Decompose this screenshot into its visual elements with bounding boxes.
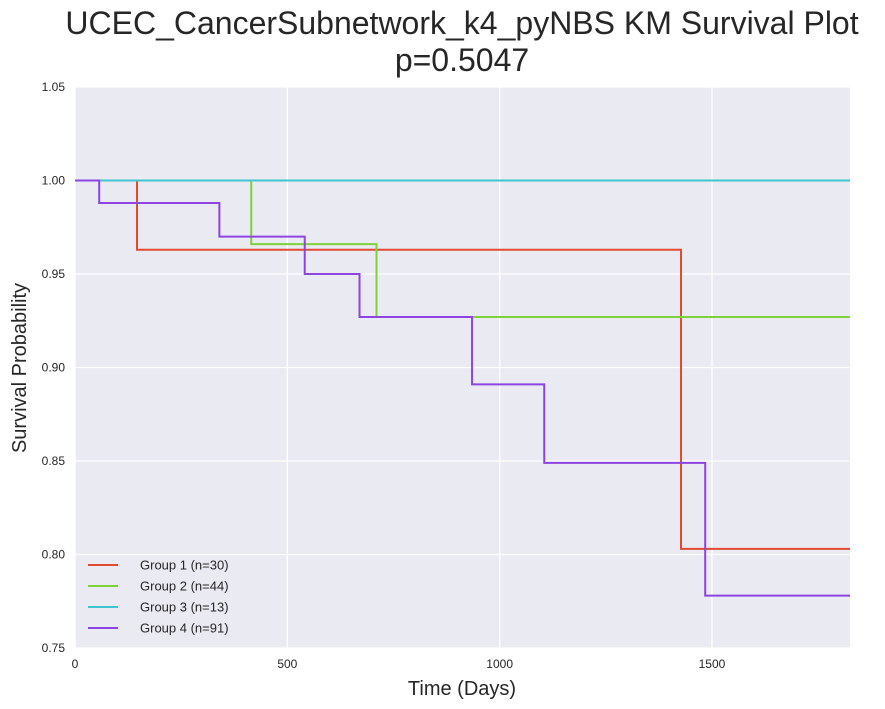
x-tick-label: 1000 (486, 657, 513, 671)
x-tick-labels: 0 500 1000 1500 (72, 657, 726, 671)
y-axis-label: Survival Probability (9, 283, 31, 453)
y-tick-label: 1.05 (42, 80, 66, 94)
legend: Group 1 (n=30) Group 2 (n=44) Group 3 (n=1… (88, 558, 229, 636)
x-tick-label: 0 (72, 657, 79, 671)
y-tick-label: 0.80 (42, 548, 66, 562)
x-axis-label: Time (Days) (408, 678, 516, 700)
y-tick-labels: 0.75 0.80 0.85 0.90 0.95 1.00 1.05 (42, 80, 66, 655)
legend-label-group-4: Group 4 (n=91) (140, 621, 229, 636)
legend-label-group-3: Group 3 (n=13) (140, 600, 229, 615)
x-tick-label: 1500 (699, 657, 726, 671)
y-tick-label: 0.85 (42, 454, 66, 468)
chart-title-line2: p=0.5047 (395, 42, 529, 78)
series-lines (75, 179, 850, 597)
y-tick-label: 0.95 (42, 267, 66, 281)
legend-label-group-1: Group 1 (n=30) (140, 558, 229, 573)
y-tick-label: 0.90 (42, 361, 66, 375)
y-tick-label: 1.00 (42, 174, 66, 188)
legend-label-group-2: Group 2 (n=44) (140, 579, 229, 594)
chart-title-line1: UCEC_CancerSubnetwork_k4_pyNBS KM Surviv… (65, 5, 858, 41)
series-line-group-4 (75, 179, 850, 597)
y-tick-label: 0.75 (42, 641, 66, 655)
x-tick-label: 500 (277, 657, 297, 671)
